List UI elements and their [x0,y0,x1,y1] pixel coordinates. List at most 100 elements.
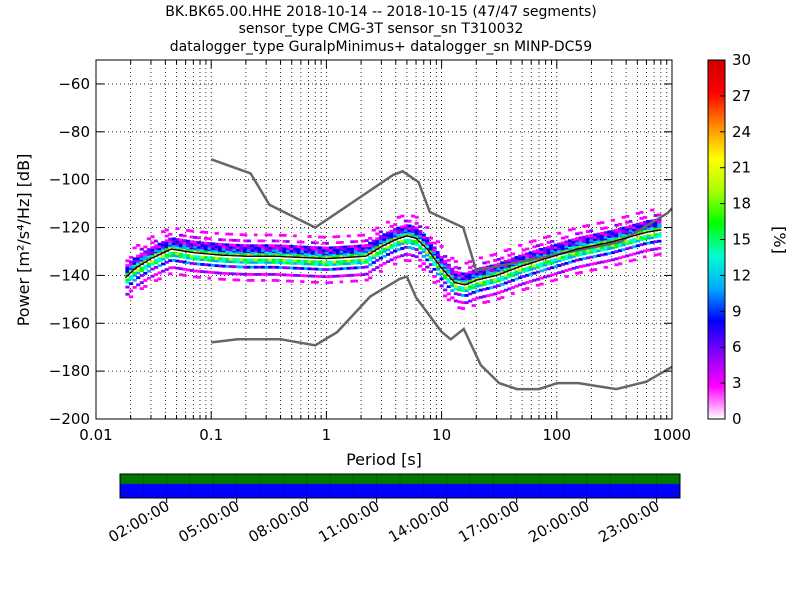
heat-cell [128,275,134,278]
heat-cell [610,224,616,228]
x-tick-label: 0.01 [79,426,112,444]
heat-cell [136,257,141,260]
heat-cell [607,219,612,223]
heat-cell [543,261,548,265]
heat-cell [196,269,201,273]
heat-cell [214,271,219,275]
heat-cell [375,226,380,230]
heat-cell [553,248,558,252]
heat-cell [218,247,223,251]
heat-cell [253,261,259,264]
heat-cell [171,251,176,255]
heat-cell [214,242,219,246]
heat-cell [457,285,462,289]
heat-cell [410,230,416,234]
heat-cell [421,262,426,266]
heat-cell [621,241,626,244]
heat-cell [293,266,298,270]
heat-cell [521,275,526,278]
heat-cell [221,238,226,242]
heat-cell [632,240,637,244]
heat-cell [575,265,580,269]
heat-cell [200,230,205,234]
heat-cell [300,280,305,284]
heat-cell [143,285,148,288]
heat-cell [221,259,226,263]
heat-cell [228,265,234,268]
heat-cell [336,250,341,254]
heat-cell [139,247,144,251]
heat-cell [478,271,483,275]
heat-cell [264,273,269,276]
heat-cell [478,256,483,260]
heat-cell [178,233,184,237]
heat-cell [657,218,662,222]
heat-cell [425,239,430,243]
heat-cell [407,246,412,249]
heat-cell [221,277,226,281]
heat-cell [128,265,134,269]
heat-cell [414,221,419,225]
heat-cell [600,221,605,224]
heat-cell [228,245,234,249]
heat-cell [396,255,401,259]
heat-cell [514,272,519,276]
heat-cell [328,248,334,252]
heat-cell [168,240,173,243]
heat-cell [507,287,512,291]
heat-cell [286,273,291,277]
heat-cell [307,245,312,249]
heat-cell [435,267,441,271]
heat-cell [593,233,598,237]
heat-cell [346,274,351,277]
heat-cell [535,283,541,287]
heat-cell [311,280,316,284]
heat-cell [211,242,216,246]
heat-cell [471,271,476,275]
heat-cell [307,241,312,244]
heat-cell [261,244,266,248]
heat-cell [189,245,194,248]
y-tick-label: −180 [49,362,90,380]
heat-cell [182,260,187,264]
heat-cell [225,257,230,261]
heat-cell [553,246,558,249]
heat-cell [553,243,558,247]
heat-cell [571,243,576,246]
heat-cell [378,263,384,267]
heat-cell [568,256,573,259]
heat-cell [618,249,623,253]
heat-cell [460,307,466,310]
heat-cell [432,260,437,264]
heat-cell [571,238,576,242]
heat-cell [193,245,198,249]
heat-cell [368,246,373,250]
heat-cell [468,287,473,291]
time-tick-label: 08:00:00 [245,497,312,546]
heat-cell [471,269,476,273]
heat-cell [585,230,591,233]
heat-cell [482,301,487,304]
heat-cell [211,277,216,280]
heat-cell [278,261,284,265]
heat-cell [125,259,130,263]
heat-cell [585,251,591,255]
heat-cell [625,240,630,243]
heat-cell [521,270,526,274]
heat-cell [650,233,655,237]
heat-cell [296,245,301,249]
time-tick-label: 05:00:00 [175,497,242,546]
heat-cell [207,237,212,241]
heat-cell [539,243,544,247]
heat-cell [132,246,137,250]
heat-cell [625,247,630,251]
heat-cell [371,253,376,257]
heat-cell [275,246,280,250]
heat-cell [471,274,476,278]
heat-cell [471,283,476,287]
heat-cell [410,239,416,243]
heat-cell [596,249,601,253]
heat-cell [560,263,566,266]
heat-cell [321,246,326,250]
heat-cell [364,239,369,242]
